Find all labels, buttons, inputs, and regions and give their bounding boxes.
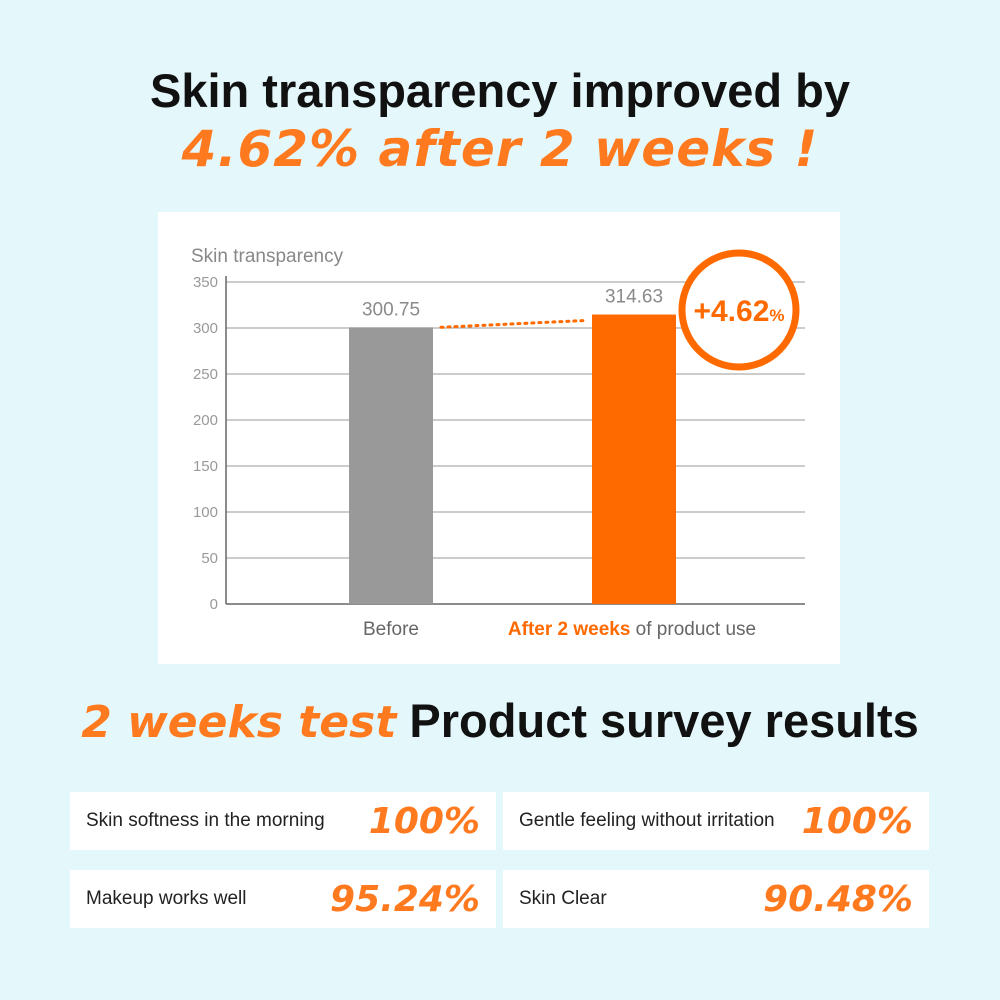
x-tick-label: After 2 weeks of product use (508, 619, 756, 640)
survey-card: Skin Clear 90.48% (503, 870, 929, 928)
change-badge-value: +4.62% (693, 295, 784, 328)
data-label: 314.63 (605, 287, 663, 308)
survey-card: Makeup works well 95.24% (70, 870, 496, 928)
y-tick-label: 150 (193, 458, 218, 475)
survey-item-label: Skin softness in the morning (86, 810, 325, 831)
data-label: 300.75 (362, 299, 420, 320)
y-tick-label: 300 (193, 320, 218, 337)
y-tick-label: 350 (193, 274, 218, 291)
survey-item-value: 90.48% (763, 878, 913, 920)
survey-item-label: Makeup works well (86, 888, 247, 909)
survey-title: 2 weeks test Product survey results (0, 693, 1000, 748)
bar (349, 327, 433, 604)
survey-item-label: Gentle feeling without irritation (519, 810, 775, 831)
x-tick-label: Before (363, 619, 419, 640)
chart-card: Skin transparency 0 50 100 150 200 250 300 350 30… (158, 212, 840, 664)
y-tick-label: 50 (201, 550, 218, 567)
y-tick-label: 100 (193, 504, 218, 521)
change-badge-ring (678, 249, 800, 371)
bar-chart: Skin transparency 0 50 100 150 200 250 300 350 30… (191, 246, 805, 640)
survey-title-rest: Product survey results (409, 694, 919, 747)
y-tick-label: 200 (193, 412, 218, 429)
survey-item-value: 95.24% (330, 878, 480, 920)
headline: Skin transparency improved by 4.62% afte… (0, 62, 1000, 178)
survey-item-value: 100% (801, 800, 913, 842)
y-tick-label: 0 (210, 596, 218, 613)
trend-connector (439, 319, 586, 329)
y-axis-title: Skin transparency (191, 246, 344, 267)
survey-card: Skin softness in the morning 100% (70, 792, 496, 850)
survey-item-value: 100% (368, 800, 480, 842)
survey-item-label: Skin Clear (519, 888, 607, 909)
y-tick-label: 250 (193, 366, 218, 383)
headline-line-2: 4.62% after 2 weeks ! (181, 120, 819, 178)
survey-card: Gentle feeling without irritation 100% (503, 792, 929, 850)
bar (592, 314, 676, 604)
survey-title-emphasis: 2 weeks test (81, 697, 397, 748)
headline-line-1: Skin transparency improved by (149, 64, 851, 117)
